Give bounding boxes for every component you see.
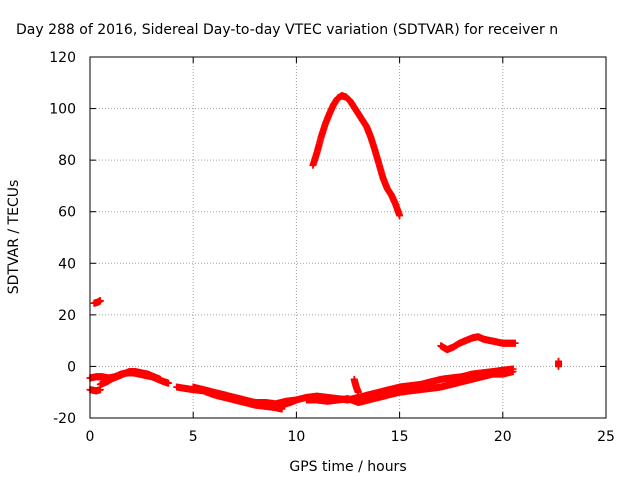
data-point — [354, 388, 362, 396]
data-point — [396, 212, 404, 220]
plot-frame — [89, 56, 607, 419]
y-tick-label: 80 — [58, 153, 76, 169]
data-points — [86, 92, 563, 413]
data-point — [555, 362, 563, 370]
x-tick-label: 0 — [86, 429, 95, 445]
data-point — [164, 379, 172, 387]
y-tick-label: 20 — [58, 308, 76, 324]
y-tick-label: 120 — [49, 50, 76, 66]
y-tick-label: -20 — [53, 411, 76, 427]
x-tick-label: 20 — [494, 429, 512, 445]
x-axis-label: GPS time / hours — [289, 459, 406, 475]
x-tick-label: 25 — [597, 429, 615, 445]
x-tick-label: 5 — [189, 429, 198, 445]
y-tick-label: 100 — [49, 102, 76, 118]
y-tick-label: 40 — [58, 256, 76, 272]
y-tick-label: 60 — [58, 205, 76, 221]
data-point — [156, 375, 164, 383]
y-tick-label: 0 — [67, 359, 76, 375]
axis-ticks: 0 5 10 15 20 25 -20 0 20 40 60 80 100 120 — [49, 50, 615, 445]
grid — [90, 57, 606, 418]
data-point — [96, 297, 104, 305]
chart-title: Day 288 of 2016, Sidereal Day-to-day VTE… — [16, 22, 558, 38]
y-axis-label: SDTVAR / TECUs — [6, 180, 22, 295]
x-tick-label: 15 — [391, 429, 409, 445]
data-point — [509, 368, 517, 376]
x-tick-label: 10 — [287, 429, 305, 445]
data-point — [511, 339, 519, 347]
